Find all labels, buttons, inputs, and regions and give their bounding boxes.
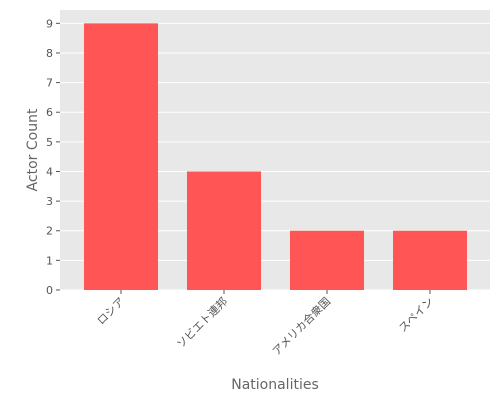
y-tick-label: 4	[46, 165, 53, 178]
x-tick-label: スペイン	[396, 295, 436, 335]
bar	[393, 230, 467, 290]
x-tick-label: アメリカ合衆国	[269, 294, 333, 358]
y-axis-title: Actor Count	[25, 108, 41, 191]
y-tick-label: 7	[46, 77, 53, 90]
x-tick-label: ロシア	[95, 295, 128, 328]
y-tick-label: 0	[46, 284, 53, 297]
y-tick-label: 3	[46, 195, 53, 208]
bar	[187, 171, 261, 290]
bar	[290, 230, 364, 290]
y-tick-label: 2	[46, 225, 53, 238]
y-tick-label: 1	[46, 254, 53, 267]
y-tick-label: 9	[46, 17, 53, 30]
x-axis-title: Nationalities	[231, 377, 319, 393]
bar	[84, 23, 158, 290]
x-tick-label: ソビエト連邦	[174, 294, 231, 351]
y-tick-label: 8	[46, 47, 53, 60]
y-tick-label: 6	[46, 106, 53, 119]
y-tick-label: 5	[46, 136, 53, 149]
